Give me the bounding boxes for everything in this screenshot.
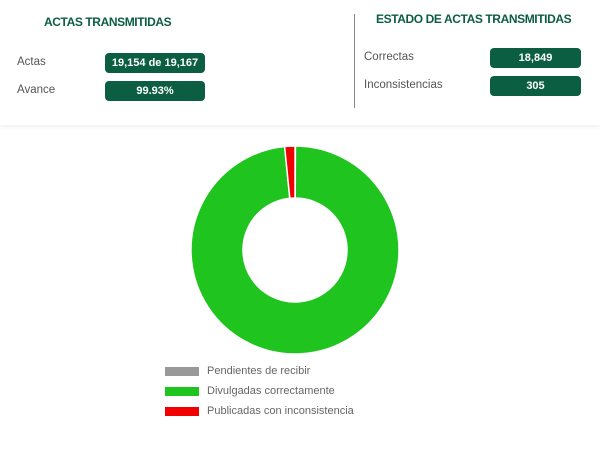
legend-item-pendientes[interactable]: Pendientes de recibir: [165, 365, 310, 377]
actas-label: Actas: [17, 56, 46, 68]
legend-label: Pendientes de recibir: [207, 365, 311, 377]
inconsistencias-label: Inconsistencias: [364, 79, 443, 91]
divider: [354, 14, 355, 108]
inconsistencias-value: 305: [490, 76, 581, 96]
actas-transmitidas-title: ACTAS TRANSMITIDAS: [44, 15, 172, 29]
legend-swatch: [165, 386, 199, 396]
correctas-value: 18,849: [490, 48, 581, 68]
donut-slice-2[interactable]: [283, 145, 296, 200]
legend-swatch: [165, 406, 199, 416]
estado-title: ESTADO DE ACTAS TRANSMITIDAS: [376, 12, 572, 26]
avance-value: 99.93%: [105, 81, 205, 101]
avance-label: Avance: [17, 84, 56, 96]
legend-item-divulgadas[interactable]: Divulgadas correctamente: [165, 385, 335, 397]
correctas-label: Correctas: [364, 51, 414, 63]
legend-label: Publicadas con inconsistencia: [207, 405, 354, 417]
legend-label: Divulgadas correctamente: [207, 385, 335, 397]
legend-swatch: [165, 366, 199, 376]
donut-slice-1[interactable]: [190, 145, 400, 355]
legend-item-inconsistencia[interactable]: Publicadas con inconsistencia: [165, 405, 354, 417]
actas-value: 19,154 de 19,167: [105, 53, 205, 73]
summary-panel: ACTAS TRANSMITIDAS Actas 19,154 de 19,16…: [0, 0, 600, 125]
